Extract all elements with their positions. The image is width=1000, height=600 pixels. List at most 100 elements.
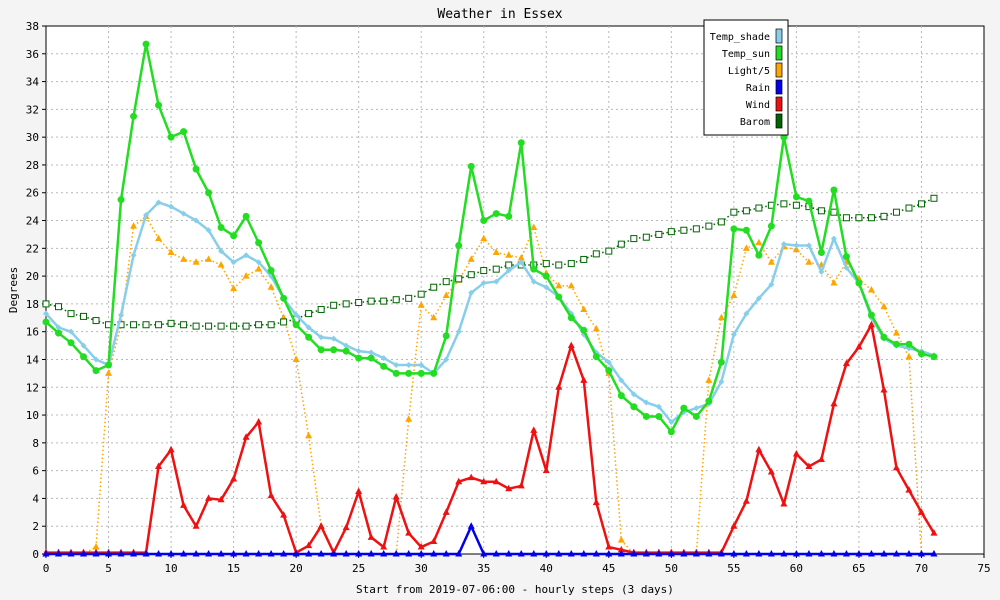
series-layer [42,40,938,557]
y-tick-label: 10 [26,409,39,422]
data-point-temp-shade [143,211,150,218]
data-point-rain [367,550,375,557]
data-point-temp-shade [830,235,837,242]
data-point-temp-shade [393,362,400,369]
data-point-temp-shade [168,203,175,210]
x-tick-label: 75 [977,562,990,575]
x-tick-label: 10 [164,562,177,575]
data-point-temp-sun [305,333,313,341]
data-point-light-5 [592,324,600,332]
plot-area [45,25,985,555]
data-point-light-5 [130,222,138,229]
data-point-rain [817,550,825,557]
series-line-temp-sun [45,42,935,433]
data-point-rain [330,550,338,557]
data-point-temp-sun [292,321,300,329]
data-point-light-5 [730,291,738,299]
data-point-temp-shade [255,259,262,266]
data-point-temp-shade [130,252,137,259]
data-point-light-5 [480,234,488,242]
data-point-rain [617,550,625,557]
x-axis-label: Start from 2019-07-06:00 - hourly steps … [356,583,674,596]
data-point-temp-sun [730,225,738,233]
data-point-light-5 [430,313,438,321]
data-point-temp-sun [742,226,750,234]
data-point-rain [55,550,63,557]
data-point-wind [455,477,463,485]
data-point-temp-shade [343,342,350,349]
data-point-temp-sun [580,326,588,334]
data-point-temp-shade [655,403,662,410]
data-point-rain [305,550,313,557]
data-point-temp-sun [467,162,475,170]
data-point-wind [517,481,525,489]
data-point-wind [780,499,788,507]
data-point-temp-shade [793,242,800,249]
data-point-temp-sun [405,369,413,377]
x-tick-label: 35 [477,562,490,575]
data-point-light-5 [217,260,225,268]
data-point-barom [580,255,588,263]
data-point-temp-sun [542,272,550,280]
data-point-rain [930,550,938,557]
data-point-temp-sun [767,222,775,230]
data-point-temp-shade [518,259,525,266]
data-point-light-5 [805,258,813,265]
data-point-rain [355,550,363,557]
data-point-temp-shade [293,312,300,319]
legend-swatch-rain [775,79,783,95]
data-point-temp-shade [493,278,500,285]
data-point-temp-sun [892,340,900,348]
data-point-temp-shade [318,334,325,341]
data-point-wind [317,522,325,529]
data-point-barom [642,233,650,241]
data-point-rain [605,550,613,557]
data-point-barom [305,310,313,318]
data-point-temp-sun [155,101,163,109]
data-point-temp-shade [843,264,850,271]
data-point-temp-sun [930,353,938,361]
data-point-light-5 [92,543,100,550]
data-point-light-5 [230,284,238,292]
data-point-temp-sun [117,196,125,204]
data-point-temp-sun [217,223,225,231]
y-tick-label: 8 [32,437,39,450]
data-point-rain [80,550,88,557]
data-point-barom [692,225,700,233]
data-point-wind [792,449,800,457]
data-point-wind [567,341,575,349]
data-point-temp-shade [330,335,337,342]
data-point-temp-shade [630,391,637,398]
data-point-temp-sun [605,367,613,375]
data-point-barom [717,218,725,226]
data-point-temp-sun [755,251,763,259]
data-point-rain [130,550,138,557]
y-tick-label: 16 [26,326,39,339]
data-point-light-5 [830,279,838,286]
data-point-barom [180,321,188,329]
data-point-rain [492,550,500,557]
legend-label-light-5: Light/5 [728,66,770,77]
data-point-rain [505,550,513,557]
data-point-temp-sun [105,361,113,369]
data-point-temp-shade [80,342,87,349]
data-point-light-5 [180,255,188,262]
y-tick-label: 2 [32,520,39,533]
data-point-temp-shade [55,324,62,331]
data-point-temp-sun [205,189,213,197]
data-point-light-5 [242,272,250,279]
y-tick-label: 0 [32,548,39,561]
data-point-barom [280,318,288,326]
data-point-temp-sun [655,412,663,420]
data-point-wind [505,484,513,492]
series-wind [42,320,938,556]
data-point-temp-sun [480,217,488,225]
data-point-wind [917,508,925,515]
data-point-temp-sun [917,350,925,358]
data-point-wind [530,426,538,433]
data-point-temp-sun [267,267,275,275]
data-point-barom [467,271,475,279]
data-point-wind [855,342,863,350]
data-point-barom [367,297,375,305]
data-point-rain [92,550,100,557]
